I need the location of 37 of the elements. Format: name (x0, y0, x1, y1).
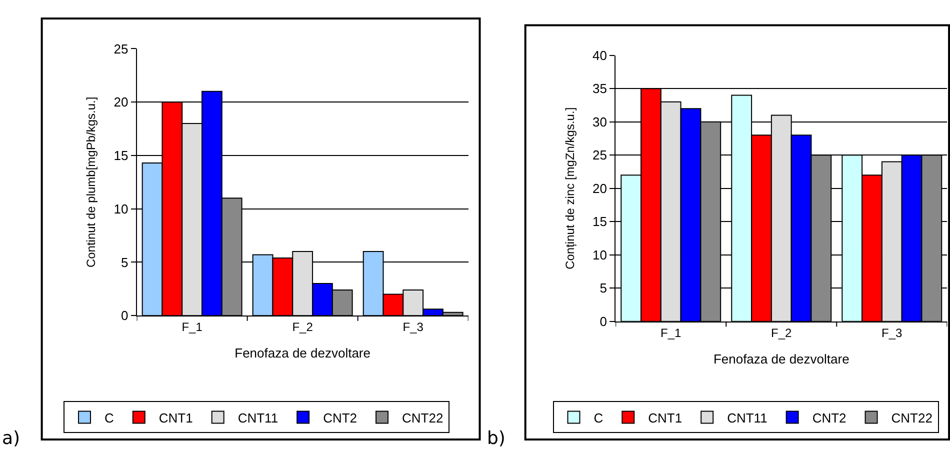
y-tick-label: 10 (592, 247, 607, 262)
legend-label: CNT1 (648, 410, 682, 426)
legend-label: CNT22 (891, 410, 932, 426)
text: a) (2, 428, 20, 449)
y-tick-label: 5 (120, 254, 128, 270)
x-tick-label: F_1 (182, 320, 203, 334)
y-tick-label: 25 (592, 148, 607, 163)
y-tick-label: 10 (114, 201, 128, 216)
legend-label: CNT1 (158, 410, 193, 426)
y-tick-label: 15 (114, 148, 128, 164)
legend-label: CNT2 (323, 410, 358, 426)
y-tick-label: 30 (592, 114, 607, 130)
y-axis-title: Conținut de zinc [mgZn/kgs.u.] (562, 107, 577, 270)
y-axis-title: Continut de plumb[mgPb/kgs.u.] (84, 96, 98, 268)
legend-label: CNT22 (402, 410, 444, 426)
y-tick-label: 15 (592, 214, 607, 230)
y-tick-label: 5 (600, 280, 607, 296)
legend-label: C (104, 410, 114, 426)
y-tick-label: 0 (600, 314, 607, 329)
y-tick-label: 20 (592, 180, 607, 196)
y-tick-label: 0 (120, 308, 128, 324)
x-axis-title: Fenofaza de dezvoltare (234, 346, 371, 361)
legend-label: C (594, 410, 604, 426)
y-tick-label: 35 (592, 81, 607, 96)
y-tick-label: 20 (114, 94, 128, 110)
legend-label: CNT11 (727, 410, 768, 426)
legend-label: CNT2 (812, 410, 846, 426)
x-tick-label: F_2 (771, 326, 792, 340)
legend-label: CNT11 (238, 410, 278, 426)
x-tick-label: F_3 (402, 320, 424, 334)
y-tick-label: 40 (592, 48, 607, 63)
x-tick-label: F_2 (292, 320, 314, 334)
text: b) (487, 428, 506, 449)
x-axis-title: Fenofaza de dezvoltare (713, 351, 850, 366)
y-tick-label: 25 (114, 41, 128, 56)
x-tick-label: F_1 (660, 326, 682, 340)
x-tick-label: F_3 (882, 326, 903, 340)
